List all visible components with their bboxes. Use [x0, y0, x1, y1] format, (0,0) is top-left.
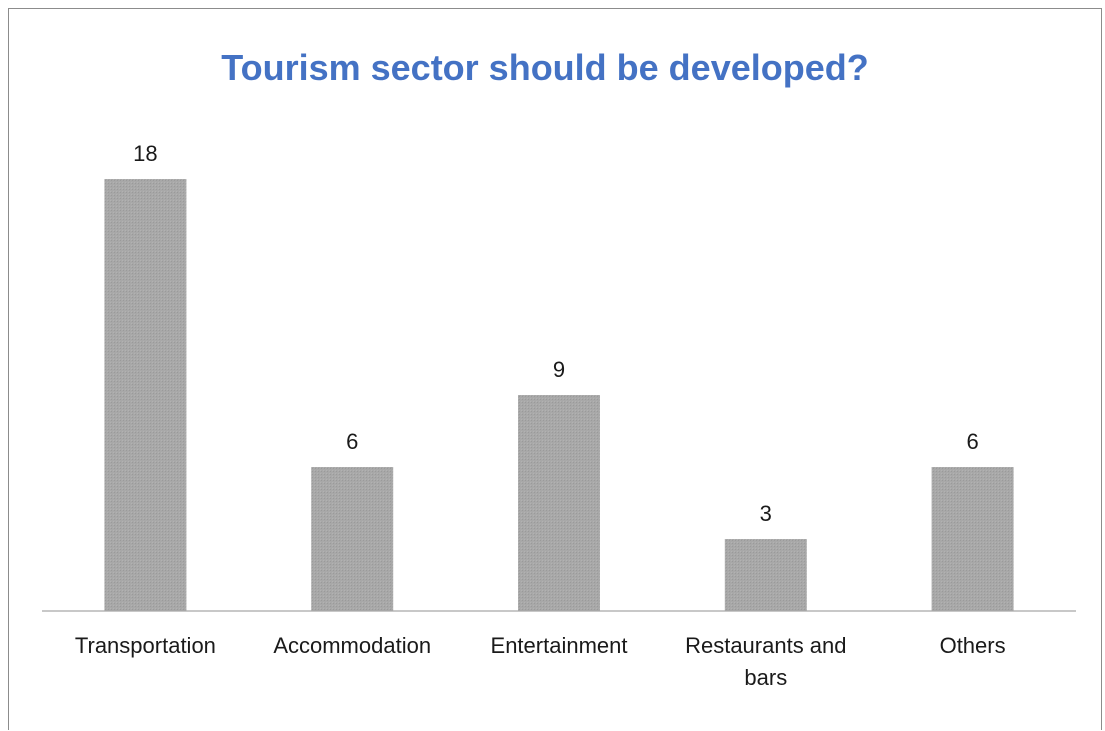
- category-labels-layer: Transportation Accommodation Entertainment…: [75, 633, 1006, 690]
- bar-transportation: [104, 179, 187, 611]
- category-label-line: Restaurants and: [685, 633, 846, 658]
- data-label: 3: [760, 501, 772, 526]
- data-label: 6: [346, 429, 358, 454]
- bar-entertainment: [518, 395, 600, 611]
- data-label: 6: [966, 429, 978, 454]
- category-label: Entertainment: [491, 633, 628, 658]
- category-label: Restaurants and bars: [685, 633, 846, 690]
- category-label-line: Entertainment: [491, 633, 628, 658]
- bar-others: [931, 467, 1014, 611]
- data-label: 9: [553, 357, 565, 382]
- chart-title: Tourism sector should be developed?: [221, 47, 869, 88]
- data-label: 18: [133, 141, 157, 166]
- bar-accommodation: [311, 467, 394, 611]
- category-label: Transportation: [75, 633, 216, 658]
- category-label-line: Accommodation: [273, 633, 431, 658]
- bar-restaurants-and-bars: [724, 539, 807, 611]
- category-label-line: bars: [744, 665, 787, 690]
- category-label: Others: [940, 633, 1006, 658]
- data-labels-layer: 18 6 9 3 6: [133, 141, 979, 526]
- category-label-line: Transportation: [75, 633, 216, 658]
- category-label-line: Others: [940, 633, 1006, 658]
- bars-layer: [104, 179, 1014, 611]
- category-label: Accommodation: [273, 633, 431, 658]
